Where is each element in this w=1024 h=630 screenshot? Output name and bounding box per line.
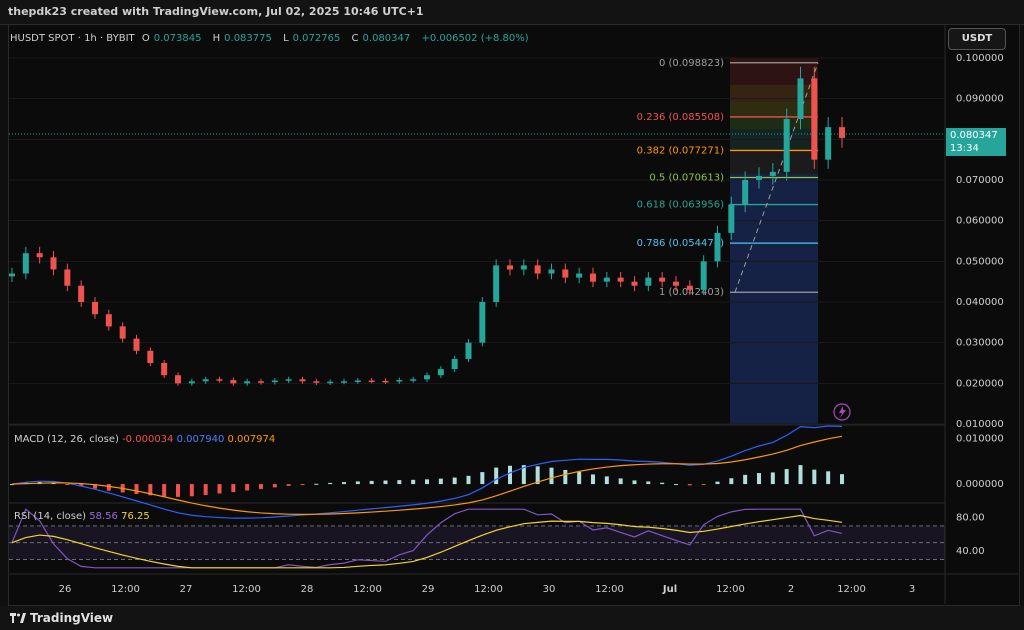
- current-price-tag: 0.080347 13:34: [946, 128, 1006, 156]
- close-label: C: [351, 33, 359, 44]
- symbol-label[interactable]: HUSDT SPOT · 1h · BYBIT: [10, 33, 135, 44]
- current-price-value: 0.080347: [950, 130, 998, 141]
- chart-container[interactable]: [8, 24, 1020, 606]
- macd-signal-value: 0.007974: [227, 434, 276, 445]
- top-bar: thepdk23 created with TradingView.com, J…: [0, 0, 1024, 25]
- tradingview-brand: TradingView: [30, 611, 114, 625]
- open-label: O: [141, 33, 150, 44]
- rsi-ma-value: 76.25: [121, 511, 150, 522]
- rsi-value: 58.56: [89, 511, 118, 522]
- open-value: 0.073845: [153, 33, 202, 44]
- currency-button[interactable]: USDT: [948, 28, 1006, 50]
- close-value: 0.080347: [362, 33, 411, 44]
- rsi-label[interactable]: RSI (14, close): [14, 511, 87, 522]
- macd-legend: MACD (12, 26, close) -0.000034 0.007940 …: [14, 434, 275, 445]
- footer: TradingView: [0, 606, 1024, 630]
- high-value: 0.083775: [224, 33, 272, 44]
- low-value: 0.072765: [292, 33, 341, 44]
- tradingview-logo-icon: [10, 613, 26, 623]
- change-value: +0.006502 (+8.80%): [421, 33, 529, 44]
- macd-label[interactable]: MACD (12, 26, close): [14, 434, 119, 445]
- bar-countdown: 13:34: [950, 143, 979, 154]
- low-label: L: [283, 33, 289, 44]
- rsi-legend: RSI (14, close) 58.56 76.25: [14, 511, 150, 522]
- macd-line-value: 0.007940: [176, 434, 225, 445]
- ohlc-legend: HUSDT SPOT · 1h · BYBIT O 0.073845 H 0.083…: [10, 33, 533, 44]
- macd-hist-value: -0.000034: [122, 434, 174, 445]
- chart-credit-title: thepdk23 created with TradingView.com, J…: [8, 5, 424, 18]
- high-label: H: [212, 33, 221, 44]
